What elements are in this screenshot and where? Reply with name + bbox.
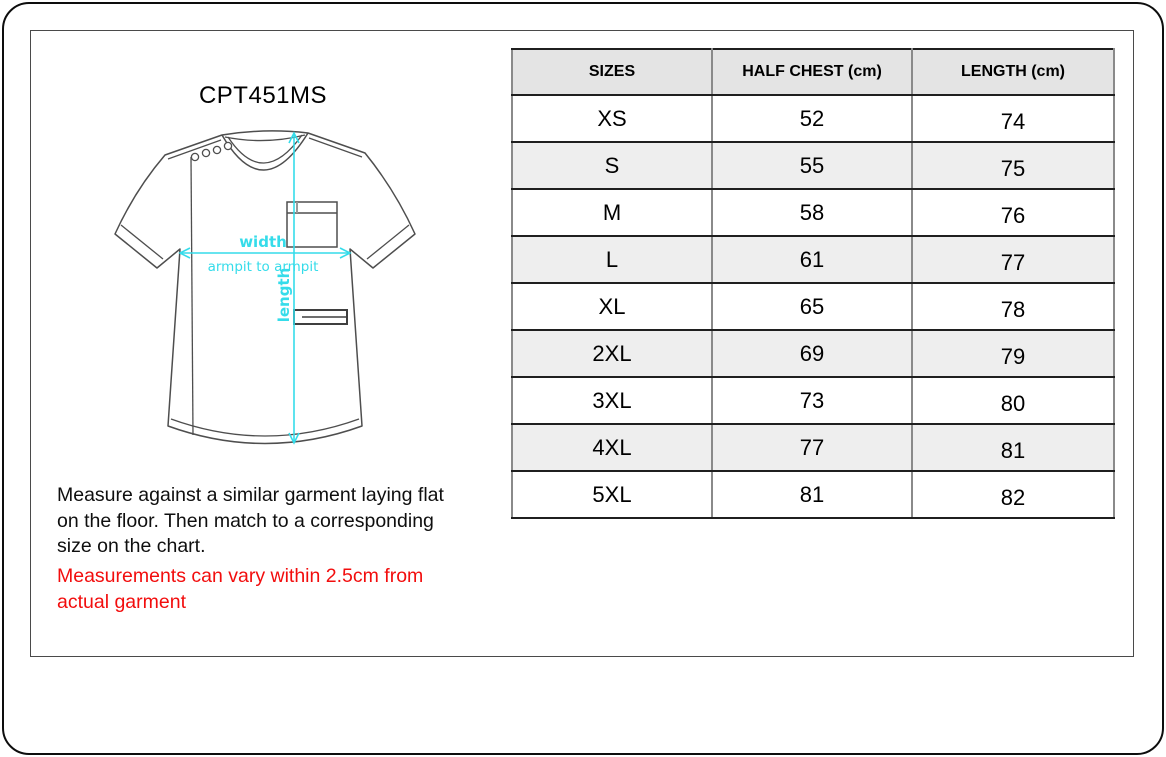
cell-length: 77 — [911, 235, 1115, 284]
table-row: M 58 76 — [511, 188, 1115, 237]
table-row: 5XL 81 82 — [511, 470, 1115, 519]
shoulder-buttons — [190, 141, 233, 162]
cell-length: 74 — [911, 94, 1115, 143]
cell-length: 81 — [911, 423, 1115, 472]
measure-instructions: Measure against a similar garment laying… — [57, 483, 444, 560]
width-label: width — [239, 233, 287, 251]
tshirt-outline — [114, 130, 416, 445]
left-cuff-seam — [120, 224, 164, 260]
product-code-title: CPT451MS — [198, 82, 328, 109]
cell-size: XS — [511, 94, 713, 143]
collar-back-line — [224, 134, 306, 142]
cell-length: 75 — [911, 141, 1115, 190]
header-length: LENGTH (cm) — [911, 48, 1115, 96]
tolerance-disclaimer-line: actual garment — [57, 590, 186, 613]
measure-instructions-line: on the floor. Then match to a correspond… — [57, 509, 434, 532]
table-row: L 61 77 — [511, 235, 1115, 284]
waist-band — [293, 309, 348, 325]
button-icon — [201, 148, 211, 158]
side-panel-seam — [190, 156, 194, 436]
table-row: 4XL 77 81 — [511, 423, 1115, 472]
chest-pocket — [286, 201, 338, 248]
cell-size: 2XL — [511, 329, 713, 378]
cell-half-chest: 52 — [711, 94, 913, 143]
cell-size: M — [511, 188, 713, 237]
left-shoulder-seam — [167, 139, 222, 160]
table-row: S 55 75 — [511, 141, 1115, 190]
cell-size: 5XL — [511, 470, 713, 519]
measure-instructions-line: size on the chart. — [57, 535, 206, 557]
length-label: length — [275, 268, 293, 323]
button-icon — [190, 152, 200, 162]
cell-half-chest: 55 — [711, 141, 913, 190]
cell-half-chest: 65 — [711, 282, 913, 331]
cell-size: 4XL — [511, 423, 713, 472]
cell-length: 76 — [911, 188, 1115, 237]
size-table-body: XS 52 74 S 55 75 M 58 76 L 61 77 XL 65 78 2XL 69 79 3XL 73 8… — [511, 94, 1115, 519]
cell-size: L — [511, 235, 713, 284]
measure-instructions-line: Measure against a similar garment laying… — [57, 484, 444, 506]
cell-half-chest: 61 — [711, 235, 913, 284]
button-icon — [212, 145, 222, 155]
cell-half-chest: 77 — [711, 423, 913, 472]
armpit-to-armpit-label: armpit to armpit — [208, 259, 319, 275]
tshirt-measurement-diagram: width armpit to armpit length — [105, 130, 425, 462]
cell-half-chest: 73 — [711, 376, 913, 425]
table-row: 3XL 73 80 — [511, 376, 1115, 425]
width-arrow — [178, 247, 352, 259]
cell-length: 79 — [911, 329, 1115, 378]
table-row: XL 65 78 — [511, 282, 1115, 331]
header-half-chest: HALF CHEST (cm) — [711, 48, 913, 96]
table-header-row: SIZES HALF CHEST (cm) LENGTH (cm) — [511, 48, 1115, 96]
cell-length: 80 — [911, 376, 1115, 425]
length-arrow — [288, 131, 300, 445]
tolerance-disclaimer-line: Measurements can vary within 2.5cm from — [57, 565, 424, 587]
cell-half-chest: 58 — [711, 188, 913, 237]
table-row: 2XL 69 79 — [511, 329, 1115, 378]
button-icon — [223, 141, 233, 151]
cell-length: 82 — [911, 470, 1115, 519]
cell-half-chest: 69 — [711, 329, 913, 378]
content-border — [30, 30, 1134, 657]
cell-size: XL — [511, 282, 713, 331]
cell-size: S — [511, 141, 713, 190]
header-sizes: SIZES — [511, 48, 713, 96]
cell-half-chest: 81 — [711, 470, 913, 519]
size-chart-table: SIZES HALF CHEST (cm) LENGTH (cm) XS 52 74… — [511, 48, 1115, 519]
cell-size: 3XL — [511, 376, 713, 425]
right-shoulder-seam — [308, 137, 363, 158]
tolerance-disclaimer: Measurements can vary within 2.5cm from … — [57, 564, 423, 615]
right-cuff-seam — [366, 224, 410, 260]
tshirt-drawing: width armpit to armpit length — [114, 130, 416, 445]
cell-length: 78 — [911, 282, 1115, 331]
table-row: XS 52 74 — [511, 94, 1115, 143]
